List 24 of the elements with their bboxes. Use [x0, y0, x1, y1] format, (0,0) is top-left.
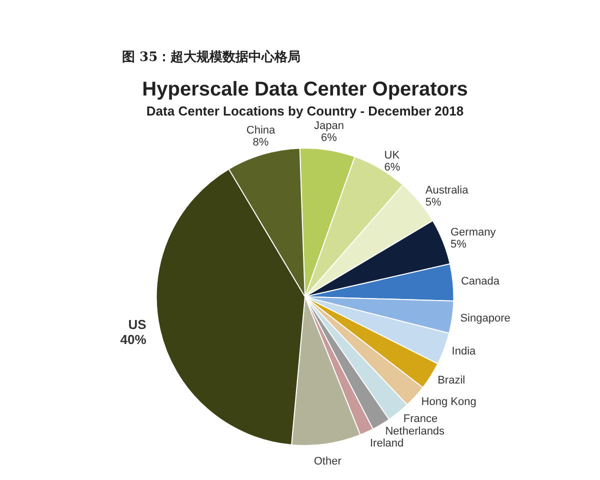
chart-title: Hyperscale Data Center Operators — [142, 78, 468, 101]
data-label: 8% — [252, 136, 269, 149]
slice-label: India — [452, 346, 477, 358]
data-label: 6% — [321, 132, 338, 144]
caption: 图 35：超大规模数据中心格局 — [122, 48, 301, 66]
slice-label: Ireland — [370, 437, 404, 450]
data-label: 5% — [450, 238, 467, 251]
data-label: 6% — [384, 162, 400, 174]
data-label: 5% — [425, 196, 442, 209]
slice-label: Brazil — [438, 374, 466, 386]
slice-label: China — [246, 124, 276, 137]
slice-label: Germany — [450, 226, 496, 239]
slice-label: US — [128, 316, 147, 332]
slice-label: Canada — [460, 276, 500, 288]
slice-label: UK — [384, 150, 400, 162]
slice-label: Netherlands — [385, 425, 446, 438]
slice-label: Australia — [425, 184, 470, 197]
slice-label: Singapore — [460, 312, 510, 324]
slice-label: Hong Kong — [421, 396, 476, 408]
chart-subtitle: Data Center Locations by Country - December 2018 — [146, 103, 464, 118]
slice-label: Other — [314, 455, 342, 468]
slice-label: Japan — [314, 120, 344, 132]
slice-label: France — [403, 412, 438, 425]
data-label: 40% — [120, 332, 147, 347]
